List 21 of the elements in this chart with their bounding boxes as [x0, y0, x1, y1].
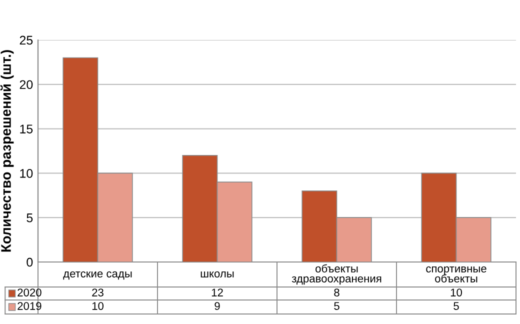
- data-label: 8: [334, 288, 340, 296]
- x-tick-label: спортивные объекты: [426, 266, 486, 282]
- y-tick-label: 10: [20, 169, 33, 178]
- y-tick-label: 20: [20, 80, 33, 90]
- x-tick-label: объекты здравоохранения: [292, 264, 382, 285]
- x-tick-label: детские сады: [63, 271, 132, 280]
- y-tick-label: 25: [20, 36, 33, 45]
- legend-label: 2020: [18, 288, 42, 296]
- data-label: 12: [212, 288, 223, 296]
- legend-label: 2019: [18, 302, 42, 310]
- y-tick-label: 0: [26, 258, 33, 267]
- data-label: 5: [454, 302, 459, 310]
- y-tick-label: 5: [26, 214, 33, 222]
- y-tick-label: 15: [20, 124, 33, 134]
- data-label: 23: [92, 288, 104, 296]
- y-axis-title: Количество разрешений (шт.): [0, 50, 14, 252]
- x-tick-label: школы: [200, 271, 234, 278]
- data-label: 10: [450, 288, 462, 296]
- data-label: 9: [214, 302, 220, 310]
- data-label: 10: [92, 302, 104, 310]
- data-label: 5: [334, 302, 340, 310]
